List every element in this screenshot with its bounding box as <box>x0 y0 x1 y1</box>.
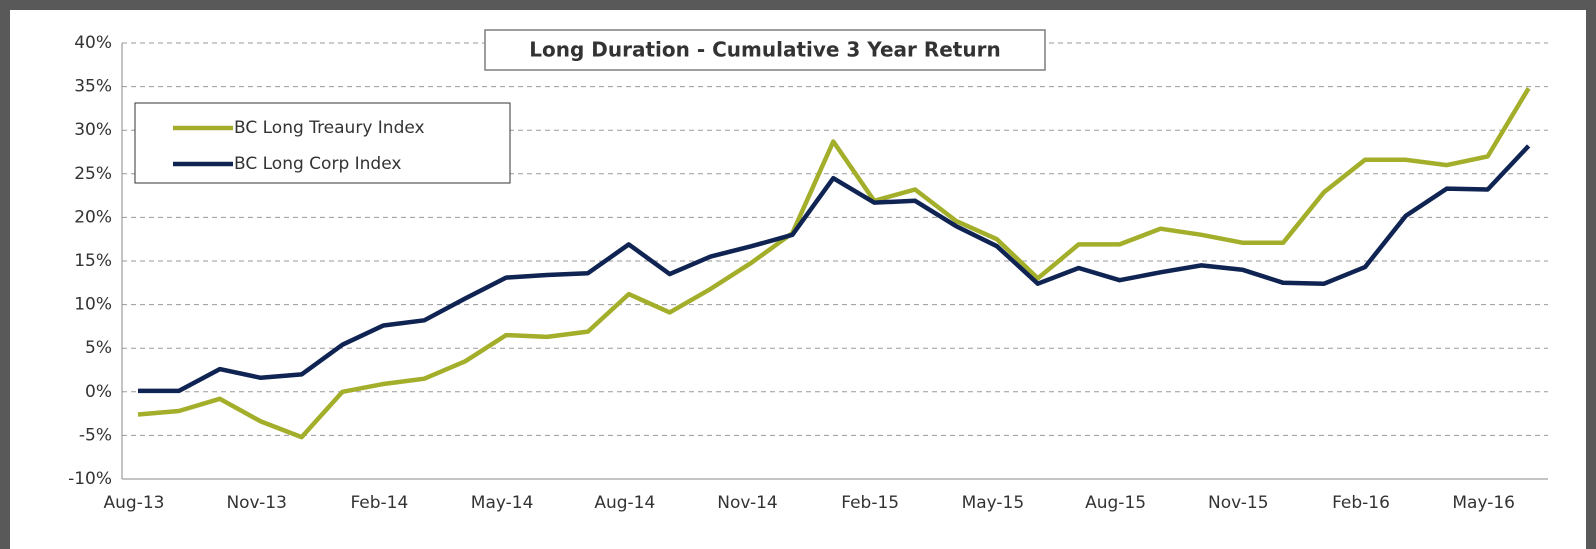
x-tick-label: May-16 <box>1452 493 1515 513</box>
x-tick-label: Nov-13 <box>226 493 287 513</box>
y-tick-label: 25% <box>74 164 112 184</box>
chart-area <box>10 10 1586 549</box>
series-line <box>138 144 1531 394</box>
x-tick-label: May-15 <box>962 493 1025 513</box>
x-tick-label: Nov-15 <box>1208 493 1269 513</box>
x-tick-label: Feb-15 <box>841 493 899 513</box>
y-tick-label: 20% <box>74 207 112 227</box>
y-tick-label: 5% <box>85 338 112 358</box>
title-box <box>484 29 1046 71</box>
plot-area: -10% -5% 0% 5% 10% 15% 20% 25% 30% 35% 40% Aug-13 No… <box>68 33 1548 513</box>
chart-title: Long Duration - Cumulative 3 Year Return <box>529 38 1000 62</box>
x-tick-label: Aug-15 <box>1085 493 1146 513</box>
y-tick-label: 40% <box>74 33 112 53</box>
x-tick-label: Aug-13 <box>104 493 165 513</box>
x-tick-label: Feb-14 <box>350 493 408 513</box>
x-tick-label: Aug-14 <box>594 493 655 513</box>
legend <box>134 102 511 184</box>
legend-label: BC Long Corp Index <box>234 154 401 174</box>
legend-label: BC Long Treaury Index <box>234 118 425 138</box>
x-tick-label: May-14 <box>471 493 534 513</box>
y-tick-label: 15% <box>74 251 112 271</box>
y-tick-label: 35% <box>74 77 112 97</box>
y-tick-label: 10% <box>74 295 112 315</box>
series-line <box>137 87 1531 440</box>
y-tick-label: -10% <box>68 469 112 489</box>
x-tick-label: Feb-16 <box>1332 493 1390 513</box>
y-tick-label: 0% <box>85 382 112 402</box>
x-tick-label: Nov-14 <box>717 493 778 513</box>
y-tick-label: 30% <box>74 120 112 140</box>
y-tick-label: -5% <box>79 425 112 445</box>
